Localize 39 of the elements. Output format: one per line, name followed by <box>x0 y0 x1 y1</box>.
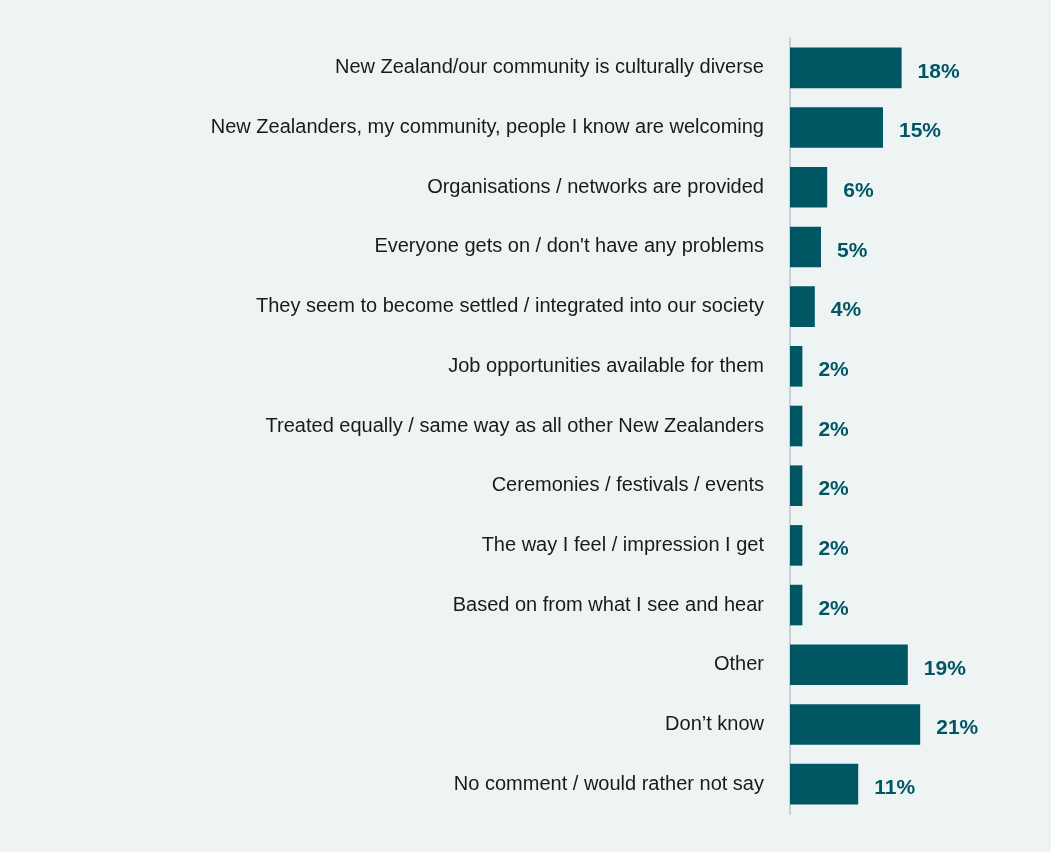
bar <box>790 346 803 387</box>
bar <box>790 47 902 89</box>
data-label: 2% <box>818 476 850 500</box>
data-label: 2% <box>818 595 850 619</box>
data-label: 5% <box>837 237 868 261</box>
y-tick-label: New Zealand/our community is culturally diverse <box>334 55 764 78</box>
bar <box>790 226 821 268</box>
y-tick-label: Organisations / networks are provided <box>427 174 764 197</box>
bar <box>790 644 908 686</box>
bar <box>790 107 883 148</box>
y-tick-label: Everyone gets on / don't have any problems <box>374 234 764 257</box>
y-tick-label: Ceremonies / festivals / events <box>491 473 764 496</box>
y-tick-label: They seem to become settled / integrated into our society <box>255 294 764 317</box>
data-label: 11% <box>874 774 916 798</box>
y-tick-label: New Zealanders, my community, people I know are welcoming <box>210 115 764 138</box>
data-label: 6% <box>843 178 874 202</box>
bar <box>790 405 803 447</box>
data-label: 4% <box>830 297 862 321</box>
bar <box>790 166 828 208</box>
data-label: 2% <box>818 357 850 381</box>
data-label: 15% <box>899 118 942 142</box>
bar <box>790 763 859 805</box>
data-label: 18% <box>917 58 960 82</box>
y-tick-label: Don’t know <box>665 711 765 734</box>
data-label: 21% <box>936 715 979 739</box>
bar <box>790 286 815 327</box>
bar <box>790 525 803 566</box>
y-tick-label: Other <box>713 652 765 675</box>
bar <box>790 704 921 745</box>
data-label: 2% <box>818 536 850 560</box>
y-tick-label: The way I feel / impression I get <box>481 532 765 555</box>
bar <box>790 584 803 626</box>
data-label: 19% <box>923 655 967 679</box>
y-tick-label: No comment / would rather not say <box>453 771 764 794</box>
bar <box>790 465 803 506</box>
y-tick-label: Job opportunities available for them <box>448 353 764 376</box>
y-tick-label: Treated equally / same way as all other New Zealanders <box>265 413 764 436</box>
data-label: 2% <box>818 416 850 440</box>
y-tick-label: Based on from what I see and hear <box>452 592 765 615</box>
